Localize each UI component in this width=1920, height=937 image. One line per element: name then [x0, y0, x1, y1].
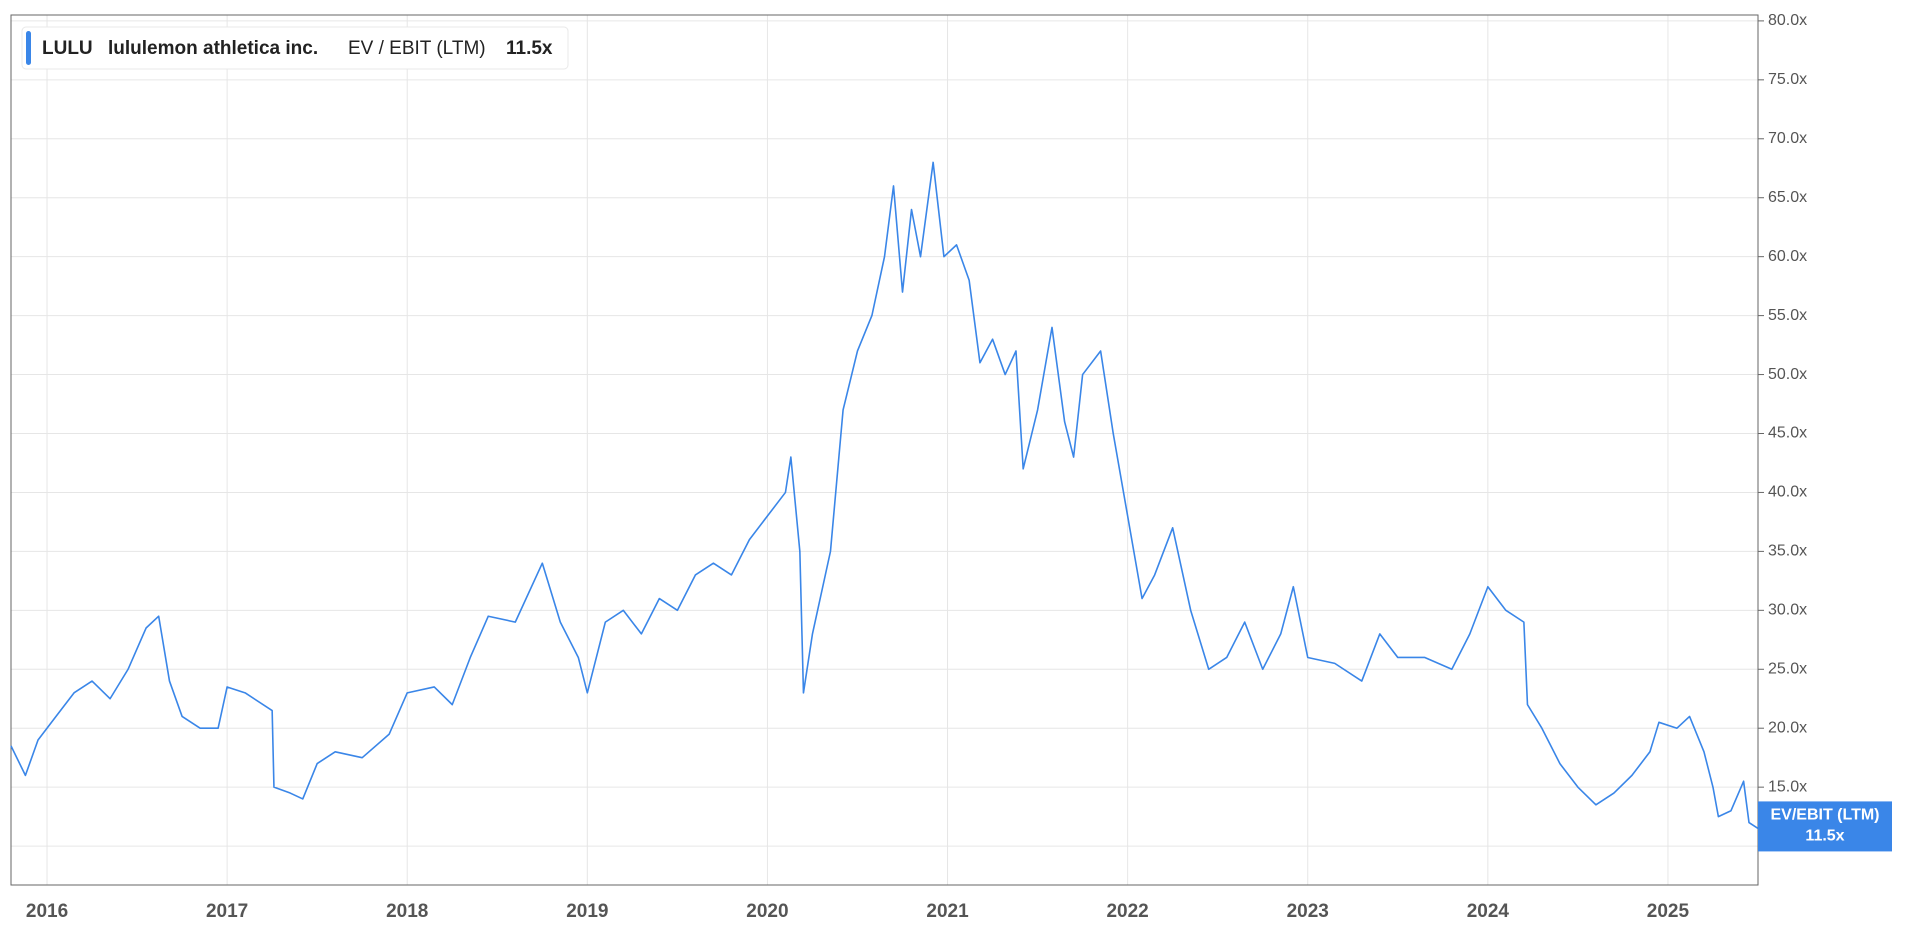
x-tick-label: 2020: [746, 901, 788, 922]
x-tick-label: 2017: [206, 901, 248, 922]
legend-ticker: LULU: [42, 38, 93, 59]
x-tick-label: 2022: [1106, 901, 1148, 922]
y-tick-label: 25.0x: [1768, 660, 1807, 677]
y-tick-label: 15.0x: [1768, 778, 1807, 795]
y-tick-label: 20.0x: [1768, 719, 1807, 736]
x-tick-label: 2019: [566, 901, 608, 922]
series-line: [10, 161, 1759, 830]
y-tick-label: 60.0x: [1768, 248, 1807, 265]
x-tick-label: 2018: [386, 901, 428, 922]
grid: [11, 15, 1758, 885]
x-tick-label: 2025: [1647, 901, 1690, 922]
legend-company: lululemon athletica inc.: [108, 38, 318, 59]
y-tick-label: 45.0x: [1768, 425, 1807, 442]
x-tick-label: 2016: [26, 901, 68, 922]
legend: LULU lululemon athletica inc. EV / EBIT …: [21, 26, 569, 70]
x-tick-label: 2023: [1287, 901, 1329, 922]
y-tick-label: 35.0x: [1768, 543, 1807, 560]
y-tick-label: 50.0x: [1768, 366, 1807, 383]
end-label-value: 11.5x: [1805, 828, 1844, 845]
y-tick-label: 30.0x: [1768, 602, 1807, 619]
plot-frame: [10, 14, 1759, 886]
legend-value: 11.5x: [506, 38, 553, 59]
x-tick-label: 2021: [926, 901, 969, 922]
y-tick-label: 75.0x: [1768, 71, 1807, 88]
end-label-name: EV/EBIT (LTM): [1770, 807, 1879, 824]
y-tick-label: 55.0x: [1768, 307, 1807, 324]
legend-swatch: [26, 31, 31, 65]
y-tick-label: 40.0x: [1768, 484, 1807, 501]
y-tick-label: 80.0x: [1768, 12, 1807, 29]
x-tick-label: 2024: [1467, 901, 1510, 922]
y-tick-label: 70.0x: [1768, 130, 1807, 147]
end-label-box: [1758, 801, 1892, 852]
legend-metric: EV / EBIT (LTM): [348, 38, 486, 59]
legend-box: [21, 26, 569, 70]
y-tick-label: 65.0x: [1768, 189, 1807, 206]
